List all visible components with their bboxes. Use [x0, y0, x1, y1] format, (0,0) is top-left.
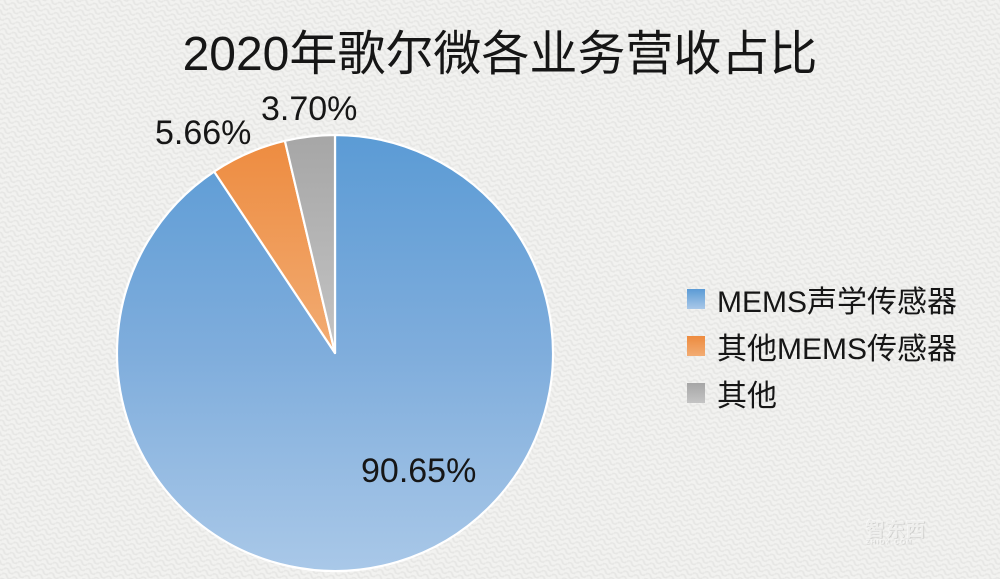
- svg-text:90.65%: 90.65%: [361, 452, 476, 490]
- svg-text:5.66%: 5.66%: [155, 114, 251, 152]
- svg-text:3.70%: 3.70%: [261, 90, 357, 128]
